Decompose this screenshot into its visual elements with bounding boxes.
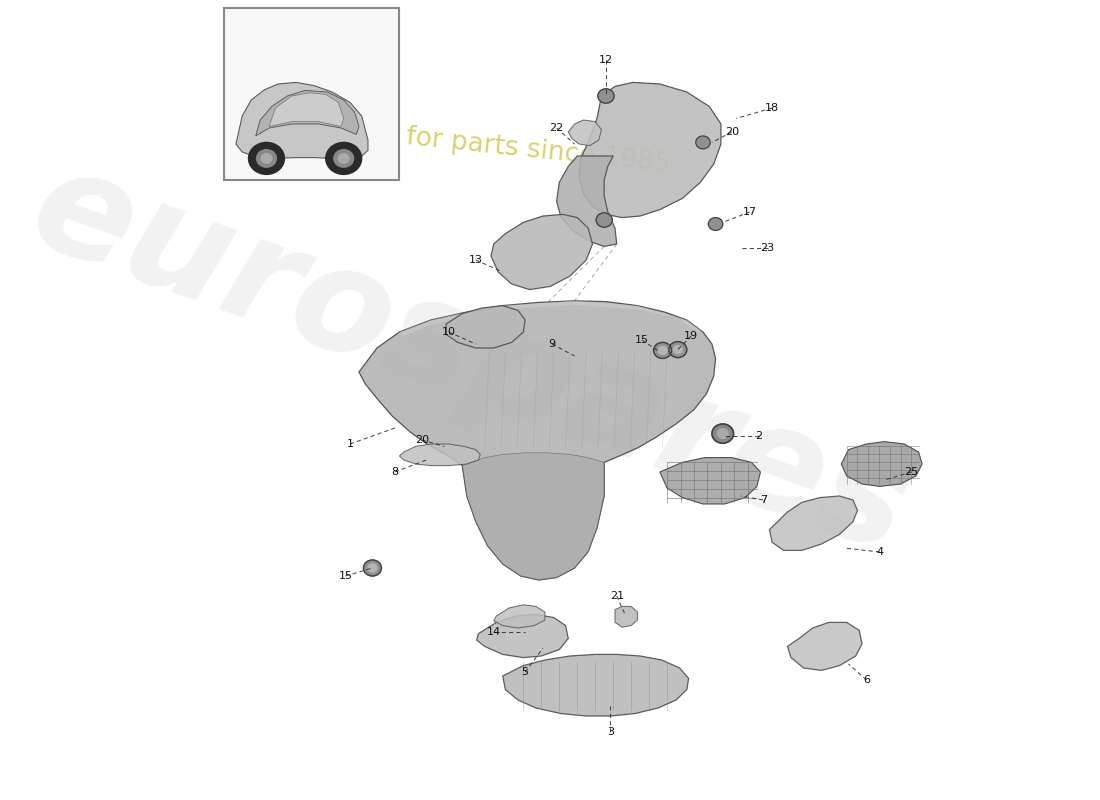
- Polygon shape: [569, 120, 602, 146]
- Text: 23: 23: [760, 243, 774, 253]
- Text: 14: 14: [486, 627, 500, 637]
- Circle shape: [717, 429, 728, 438]
- Circle shape: [363, 560, 382, 576]
- Polygon shape: [462, 453, 604, 580]
- Circle shape: [368, 564, 377, 572]
- Polygon shape: [788, 622, 862, 670]
- Text: 6: 6: [864, 675, 870, 685]
- Polygon shape: [770, 496, 858, 550]
- Text: 18: 18: [766, 103, 779, 113]
- Polygon shape: [494, 605, 544, 628]
- Polygon shape: [447, 306, 525, 348]
- Text: 17: 17: [742, 207, 757, 217]
- Circle shape: [658, 346, 667, 354]
- Text: 5: 5: [521, 667, 529, 677]
- Text: 25: 25: [904, 467, 918, 477]
- Circle shape: [598, 89, 614, 103]
- Text: a passion for parts since 1985: a passion for parts since 1985: [272, 110, 671, 178]
- Circle shape: [256, 150, 276, 167]
- Text: eurospares: eurospares: [13, 136, 928, 584]
- Polygon shape: [476, 614, 569, 658]
- Text: 19: 19: [684, 331, 699, 341]
- Circle shape: [708, 218, 723, 230]
- Polygon shape: [399, 301, 703, 336]
- Polygon shape: [235, 82, 368, 158]
- Circle shape: [261, 154, 272, 163]
- Text: 7: 7: [760, 495, 767, 505]
- Polygon shape: [503, 654, 689, 716]
- Text: 3: 3: [607, 727, 614, 737]
- Circle shape: [712, 424, 734, 443]
- Polygon shape: [359, 301, 716, 580]
- Text: 21: 21: [609, 591, 624, 601]
- Text: 22: 22: [550, 123, 563, 133]
- Text: 12: 12: [598, 55, 613, 65]
- Circle shape: [696, 136, 711, 149]
- Polygon shape: [399, 444, 481, 466]
- Polygon shape: [842, 442, 922, 486]
- Text: 9: 9: [549, 339, 556, 349]
- Polygon shape: [615, 606, 637, 627]
- Text: 13: 13: [469, 255, 483, 265]
- Circle shape: [333, 150, 353, 167]
- Circle shape: [339, 154, 349, 163]
- Text: 4: 4: [877, 547, 883, 557]
- Circle shape: [669, 342, 686, 358]
- Polygon shape: [660, 458, 760, 504]
- Text: 20: 20: [415, 435, 429, 445]
- Text: 1: 1: [346, 439, 353, 449]
- Polygon shape: [270, 93, 343, 126]
- Text: 8: 8: [392, 467, 398, 477]
- Circle shape: [653, 342, 672, 358]
- Circle shape: [673, 346, 682, 354]
- Circle shape: [326, 142, 362, 174]
- FancyBboxPatch shape: [224, 8, 399, 180]
- Text: 20: 20: [725, 127, 739, 137]
- Circle shape: [249, 142, 285, 174]
- Circle shape: [596, 213, 613, 227]
- Polygon shape: [579, 82, 720, 218]
- Polygon shape: [557, 156, 617, 246]
- Text: 15: 15: [339, 571, 352, 581]
- Text: 2: 2: [755, 431, 762, 441]
- Polygon shape: [491, 214, 593, 290]
- Text: 10: 10: [442, 327, 455, 337]
- Text: 15: 15: [635, 335, 649, 345]
- Polygon shape: [255, 90, 359, 136]
